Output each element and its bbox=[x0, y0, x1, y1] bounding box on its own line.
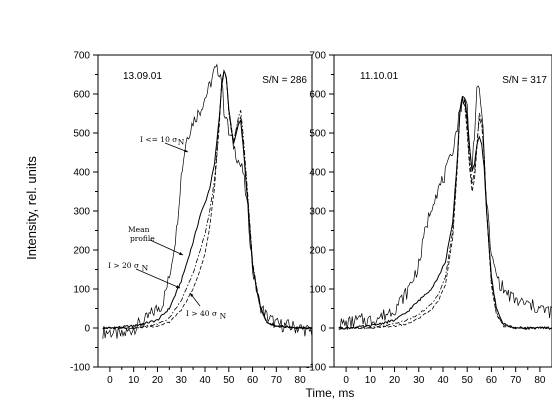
series-line-mean bbox=[102, 69, 312, 330]
chart-panel-11-10-01: 0 10 20 30 40 50 60 70 80 -100 0 100 200 300 400 500 600… bbox=[306, 51, 552, 386]
series-line-mid bbox=[338, 98, 552, 330]
plot-frame bbox=[97, 54, 313, 368]
x-tick-label: 10 bbox=[365, 375, 377, 386]
annotation-arrowhead bbox=[184, 149, 188, 153]
x-axis-label: Time, ms bbox=[306, 386, 355, 400]
x-tick-label: 10 bbox=[128, 375, 140, 386]
series-line-low bbox=[102, 63, 312, 339]
annotation-arrowhead bbox=[190, 293, 194, 297]
annotation-subscript: N bbox=[178, 138, 185, 147]
y-tick-label: 200 bbox=[73, 246, 90, 257]
annotation-arrowhead bbox=[176, 285, 180, 288]
x-tick-label: 30 bbox=[176, 375, 188, 386]
y-tick-label: 0 bbox=[320, 324, 326, 335]
y-tick-label: 100 bbox=[309, 285, 326, 296]
x-tick-label: 80 bbox=[534, 375, 546, 386]
y-tick-label: 500 bbox=[309, 129, 326, 140]
series-line-high bbox=[338, 99, 552, 330]
x-tick-label: 70 bbox=[510, 375, 522, 386]
x-tick-label: 30 bbox=[413, 375, 425, 386]
y-axis-label: Intensity, rel. units bbox=[24, 156, 39, 260]
y-tick-label: -100 bbox=[306, 363, 326, 374]
series-line-mid bbox=[102, 69, 312, 330]
sn-label: S/N = 317 bbox=[502, 75, 547, 86]
plot-frame bbox=[333, 54, 552, 368]
series-line-low bbox=[338, 85, 552, 331]
annotation-text-line-2: profile bbox=[130, 234, 155, 243]
x-tick-label: 20 bbox=[152, 375, 164, 386]
x-tick-label: 20 bbox=[389, 375, 401, 386]
annotation-arrow bbox=[135, 268, 181, 289]
y-tick-label: 500 bbox=[73, 129, 90, 140]
x-tick-label: 60 bbox=[486, 375, 498, 386]
x-tick-label: 60 bbox=[247, 375, 259, 386]
series-line-high bbox=[102, 69, 312, 330]
y-tick-label: 300 bbox=[309, 207, 326, 218]
series-line-mean bbox=[338, 95, 552, 331]
y-tick-label: 0 bbox=[84, 324, 90, 335]
y-tick-label: 600 bbox=[73, 90, 90, 101]
y-tick-label: 200 bbox=[309, 246, 326, 257]
x-tick-label: 40 bbox=[199, 375, 211, 386]
x-tick-label: 50 bbox=[223, 375, 235, 386]
x-tick-label: 40 bbox=[437, 375, 449, 386]
y-tick-label: 700 bbox=[309, 51, 326, 62]
date-label: 13.09.01 bbox=[123, 71, 162, 82]
chart-panel-13-09-01: 0 10 20 30 40 50 60 70 80 -100 0 100 200 300 400 500 600… bbox=[70, 51, 313, 386]
y-tick-label: 400 bbox=[73, 168, 90, 179]
x-tick-label: 0 bbox=[343, 375, 349, 386]
x-tick-label: 80 bbox=[295, 375, 307, 386]
annotation-arrow bbox=[149, 239, 184, 256]
date-label: 11.10.01 bbox=[360, 71, 399, 82]
annotation-text: Mean bbox=[128, 225, 150, 234]
annotation-text: I > 20 σ bbox=[108, 261, 139, 270]
annotation-arrowhead bbox=[179, 252, 183, 255]
annotation-text: I > 40 σ bbox=[186, 309, 217, 318]
x-tick-label: 0 bbox=[107, 375, 113, 386]
annotation-subscript: N bbox=[220, 312, 227, 321]
y-tick-label: 700 bbox=[73, 51, 90, 62]
annotation-text: I <= 10 σ bbox=[140, 135, 177, 144]
annotation-subscript: N bbox=[142, 264, 149, 273]
x-tick-label: 50 bbox=[462, 375, 474, 386]
annotation-arrow bbox=[164, 142, 189, 153]
y-tick-label: 100 bbox=[73, 285, 90, 296]
y-tick-label: 300 bbox=[73, 207, 90, 218]
y-tick-label: 600 bbox=[309, 90, 326, 101]
y-tick-label: 400 bbox=[309, 168, 326, 179]
x-tick-label: 70 bbox=[271, 375, 283, 386]
y-tick-label: -100 bbox=[70, 363, 90, 374]
sn-label: S/N = 286 bbox=[262, 75, 307, 86]
